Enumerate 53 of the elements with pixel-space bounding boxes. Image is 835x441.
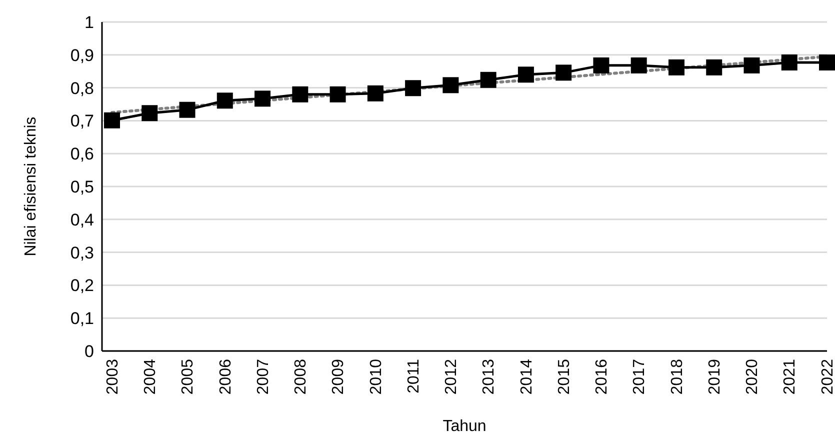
point bbox=[593, 57, 610, 74]
point bbox=[668, 59, 684, 76]
x-tick-label: 2018 bbox=[668, 358, 686, 395]
x-tick-label: 2019 bbox=[706, 358, 724, 395]
point bbox=[292, 86, 308, 102]
y-tick-label: 0,7 bbox=[70, 112, 94, 131]
x-tick-label: 2020 bbox=[744, 358, 762, 395]
x-tick-label: 2006 bbox=[217, 358, 234, 395]
point bbox=[142, 105, 158, 122]
x-tick-label: 2009 bbox=[330, 358, 348, 395]
x-tick-label: 2014 bbox=[518, 358, 536, 395]
point bbox=[179, 102, 196, 118]
point bbox=[104, 112, 120, 128]
point bbox=[367, 85, 384, 102]
y-tick-label: 0,4 bbox=[70, 210, 94, 230]
x-tick-label: 2003 bbox=[104, 358, 122, 395]
x-tick-label: 2013 bbox=[480, 358, 498, 395]
point bbox=[630, 57, 647, 74]
x-axis-title: Tahun bbox=[442, 418, 486, 435]
y-tick-label: 0,2 bbox=[70, 276, 94, 296]
x-tick-label: 2021 bbox=[782, 358, 799, 395]
x-tick-label: 2015 bbox=[556, 358, 573, 395]
y-tick-label: 0,9 bbox=[70, 46, 94, 65]
point bbox=[706, 59, 722, 76]
y-tick-label: 0,6 bbox=[70, 144, 94, 164]
point bbox=[518, 66, 534, 83]
y-tick-label: 0,5 bbox=[70, 178, 94, 197]
point bbox=[480, 72, 496, 88]
point bbox=[216, 92, 233, 109]
x-tick-label: 2007 bbox=[254, 358, 272, 395]
y-tick-label: 0,1 bbox=[70, 309, 94, 328]
x-tick-label: 2012 bbox=[443, 358, 460, 395]
x-tick-label: 2011 bbox=[405, 358, 422, 394]
x-tick-label: 2005 bbox=[180, 358, 197, 395]
x-tick-label: 2016 bbox=[594, 358, 611, 395]
y-tick-label: 0,8 bbox=[70, 78, 94, 98]
x-tick-label: 2022 bbox=[819, 358, 835, 395]
point bbox=[819, 54, 835, 70]
point bbox=[330, 86, 346, 102]
x-tick-label: 2004 bbox=[142, 358, 159, 395]
y-tick-label: 1 bbox=[84, 13, 94, 32]
y-axis-title: Nilai efisiensi teknis bbox=[22, 116, 40, 256]
point bbox=[254, 90, 271, 107]
y-tick-label: 0 bbox=[84, 342, 94, 362]
point bbox=[405, 80, 422, 96]
point bbox=[556, 64, 572, 81]
x-tick-label: 2010 bbox=[368, 358, 385, 395]
point bbox=[744, 57, 760, 74]
x-tick-label: 2008 bbox=[292, 358, 310, 395]
point bbox=[781, 54, 798, 70]
point bbox=[442, 77, 459, 94]
y-tick-label: 0,3 bbox=[70, 243, 94, 262]
x-tick-label: 2017 bbox=[631, 358, 648, 395]
